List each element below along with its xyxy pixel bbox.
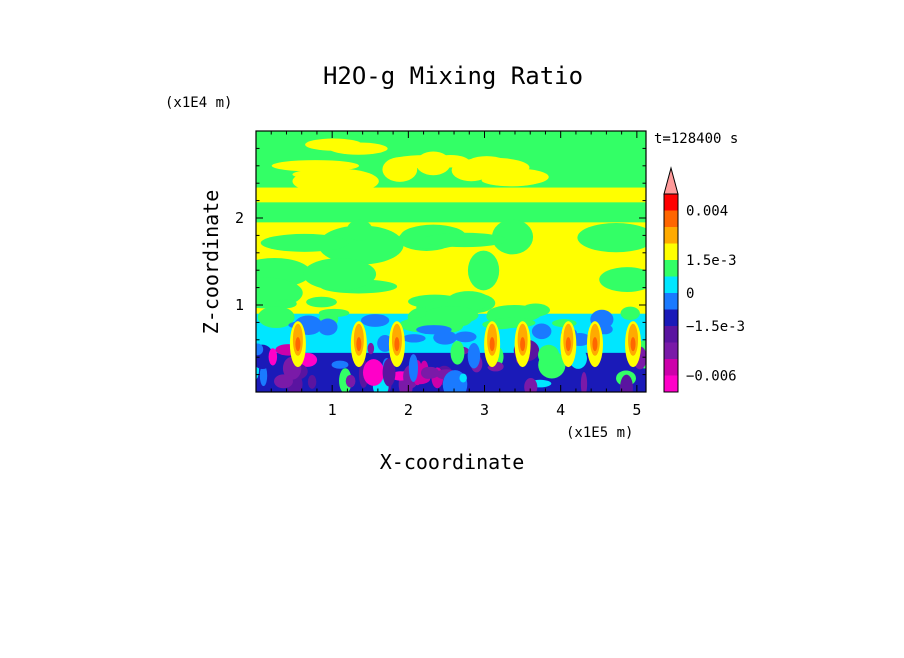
field-patch [260, 233, 349, 252]
field-patch [422, 232, 507, 248]
field-patch [489, 337, 495, 352]
field-patch [317, 318, 338, 336]
x-tick-label: 5 [632, 401, 641, 419]
field-patch [362, 359, 385, 386]
field-patch [565, 337, 571, 352]
field-patch [356, 337, 362, 352]
colorbar-segment [664, 309, 678, 326]
field-patch [491, 219, 534, 255]
field-patch [450, 340, 465, 365]
field-patch [580, 372, 588, 392]
field-patch [303, 258, 377, 291]
colorbar-frame [663, 193, 679, 393]
field-patch [382, 358, 396, 387]
field-patch [630, 337, 636, 352]
y-tick-label: 2 [235, 209, 244, 227]
colorbar-tick-label: 0.004 [686, 204, 728, 220]
field-patch [292, 169, 350, 180]
colorbar-segment [664, 260, 678, 277]
field-patch [259, 364, 268, 387]
time-label: t=128400 s [654, 131, 738, 147]
field-patch [318, 308, 350, 318]
colorbar-tick-label: 0 [686, 286, 694, 302]
field-patch [620, 374, 633, 392]
colorbar-segment [664, 359, 678, 376]
field-patch [592, 337, 598, 352]
field-patch [599, 267, 646, 292]
y-unit-label: (x1E4 m) [165, 95, 232, 111]
colorbar-segment [664, 243, 678, 260]
x-tick-label: 2 [404, 401, 413, 419]
field-patch [459, 373, 467, 383]
colorbar: 0.004 1.5e-3 0 −1.5e-3 −0.006 [663, 166, 745, 393]
colorbar-tick-label: −0.006 [686, 369, 737, 385]
field-patch [331, 360, 349, 369]
x-ticks: 1 2 3 4 5 [328, 131, 641, 419]
field-patch [257, 306, 295, 329]
field-patch [531, 323, 552, 340]
field-patch [360, 314, 390, 327]
field-patch [520, 337, 526, 352]
field-patch [275, 299, 297, 309]
field-patch [382, 157, 418, 182]
field-patch [416, 325, 452, 335]
field-patch [524, 378, 538, 392]
colorbar-segment [664, 326, 678, 343]
field-patch [420, 366, 435, 379]
colorbar-extend-arrow [663, 166, 679, 195]
field-patch [577, 223, 646, 253]
field-patch [271, 160, 360, 172]
y-ticks: 12 [235, 209, 646, 314]
field-patch [620, 306, 640, 321]
field-patch [268, 348, 278, 366]
plot-field [256, 131, 646, 392]
field-patch [467, 343, 481, 369]
colorbar-segment [664, 342, 678, 359]
field-patch [538, 344, 560, 366]
field-band [256, 218, 646, 223]
colorbar-tick-label: −1.5e-3 [686, 319, 745, 335]
chart-title: H2O-g Mixing Ratio [323, 62, 583, 90]
field-patch [402, 334, 426, 343]
colorbar-tick-label: 1.5e-3 [686, 253, 737, 269]
colorbar-segment [664, 293, 678, 310]
field-band [256, 208, 646, 212]
field-patch [394, 337, 400, 352]
field-patch [318, 225, 404, 265]
colorbar-segment [664, 375, 678, 392]
colorbar-segment [664, 227, 678, 244]
field-patch [274, 374, 293, 389]
field-patch [307, 374, 317, 389]
field-patch [306, 296, 337, 308]
x-axis-label: X-coordinate [380, 450, 525, 474]
y-tick-label: 1 [235, 296, 244, 314]
field-patch [256, 343, 264, 356]
field-patch [367, 342, 375, 355]
field-patch [467, 250, 500, 291]
field-patch [453, 157, 530, 178]
plot-frame [255, 130, 647, 393]
minor-ticks [256, 131, 646, 392]
field-patch [454, 331, 477, 343]
y-axis-label: Z-coordinate [199, 190, 223, 335]
colorbar-segment [664, 276, 678, 293]
x-tick-label: 4 [556, 401, 565, 419]
field-patch [295, 337, 301, 352]
x-unit-label: (x1E5 m) [566, 425, 633, 441]
x-tick-label: 3 [480, 401, 489, 419]
field-patch [346, 219, 373, 241]
field-patch [446, 291, 491, 311]
field-patch [329, 142, 388, 155]
x-tick-label: 1 [328, 401, 337, 419]
field-patch [408, 354, 419, 382]
field-patch [377, 334, 393, 352]
field-patch [425, 306, 479, 325]
field-patch [345, 374, 356, 388]
colorbar-segment [664, 210, 678, 227]
colorbar-segment [664, 194, 678, 211]
